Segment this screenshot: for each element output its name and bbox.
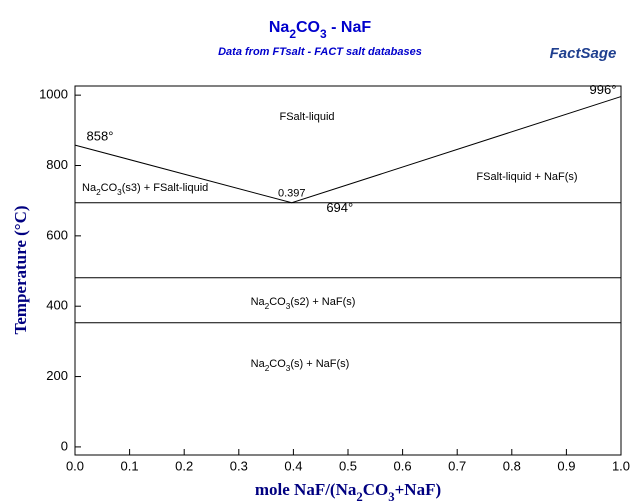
x-axis-label-part: 2 (356, 490, 362, 504)
chart-title-part: 3 (320, 27, 327, 41)
region-label: Na2CO3(s3) + FSalt-liquid (82, 182, 208, 197)
region-label-part: CO (269, 296, 286, 308)
point-label: 694° (326, 200, 353, 215)
region-label-part: 3 (117, 188, 122, 197)
x-axis-label-part: +NaF) (395, 480, 442, 499)
x-tick-label: 1.0 (612, 458, 630, 473)
region-label-part: FSalt-liquid (279, 111, 334, 123)
x-tick-label: 0.5 (339, 458, 357, 473)
x-axis-label-part: mole NaF/(Na (255, 480, 357, 499)
x-axis-label: mole NaF/(Na2CO3+NaF) (255, 480, 441, 504)
region-label-part: 2 (96, 188, 101, 197)
region-label-part: 2 (265, 364, 270, 373)
y-tick-label: 200 (46, 368, 68, 383)
region-label-part: Na (82, 182, 97, 194)
region-label-part: CO (101, 182, 118, 194)
x-tick-label: 0.8 (503, 458, 521, 473)
region-label-part: Na (251, 296, 266, 308)
region-label-part: CO (269, 358, 286, 370)
region-label-part: 3 (286, 302, 291, 311)
chart-title-part: CO (296, 19, 320, 36)
region-label: FSalt-liquid (279, 111, 334, 123)
region-label-part: (s2) + NaF(s) (290, 296, 355, 308)
x-tick-label: 0.7 (448, 458, 466, 473)
chart-title-part: Na (269, 19, 290, 36)
point-label: 0.397 (278, 188, 306, 200)
region-label-part: (s3) + FSalt-liquid (122, 182, 209, 194)
region-label: Na2CO3(s) + NaF(s) (251, 358, 350, 373)
subtitle: Data from FTsalt - FACT salt databases (218, 46, 422, 58)
point-label: 858° (87, 129, 114, 144)
point-label: 996° (590, 82, 617, 97)
chart-title-part: 2 (289, 27, 296, 41)
region-label: FSalt-liquid + NaF(s) (476, 171, 577, 183)
x-axis-label-part: 3 (388, 490, 394, 504)
x-tick-label: 0.0 (66, 458, 84, 473)
x-tick-label: 0.9 (557, 458, 575, 473)
y-tick-label: 0 (61, 438, 68, 453)
y-axis-label: Temperature (°C) (11, 205, 30, 334)
region-label-part: 2 (265, 302, 270, 311)
x-tick-label: 0.6 (394, 458, 412, 473)
logo: FactSage (550, 45, 617, 62)
region-label-part: (s) + NaF(s) (290, 358, 349, 370)
y-tick-label: 600 (46, 227, 68, 242)
y-tick-label: 400 (46, 298, 68, 313)
x-tick-label: 0.1 (121, 458, 139, 473)
region-label-part: FSalt-liquid + NaF(s) (476, 171, 577, 183)
x-tick-label: 0.2 (175, 458, 193, 473)
y-tick-label: 1000 (39, 87, 68, 102)
y-tick-label: 800 (46, 157, 68, 172)
region-label: Na2CO3(s2) + NaF(s) (251, 296, 356, 311)
x-tick-label: 0.4 (284, 458, 302, 473)
x-tick-label: 0.3 (230, 458, 248, 473)
region-label-part: 3 (286, 364, 291, 373)
region-label-part: Na (251, 358, 266, 370)
x-axis-label-part: CO (363, 480, 389, 499)
plot-frame (74, 85, 622, 456)
chart-title-part: - NaF (327, 19, 372, 36)
chart-title: Na2CO3 - NaF (269, 19, 372, 41)
